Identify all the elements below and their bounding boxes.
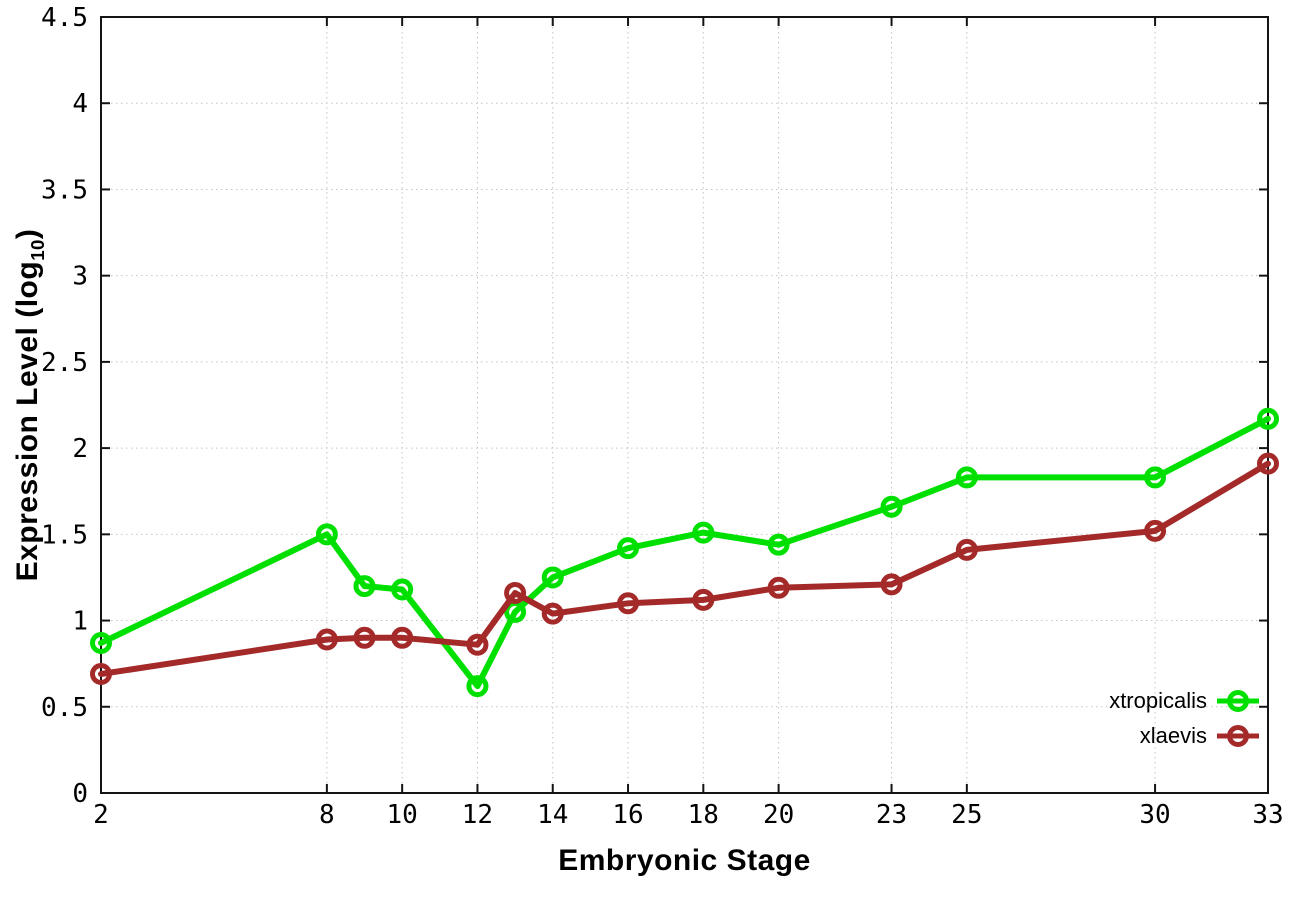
grid-layer xyxy=(101,17,1268,793)
y-axis-title-subscript: 10 xyxy=(27,239,48,261)
tick-marks xyxy=(100,16,1269,794)
svg-text:4.5: 4.5 xyxy=(41,3,88,33)
data-point-marker xyxy=(767,533,790,556)
data-point-marker xyxy=(880,495,903,518)
series-xtropicalis xyxy=(90,407,1279,698)
data-point-marker xyxy=(617,592,640,615)
svg-text:20: 20 xyxy=(763,800,794,830)
legend-label: xtropicalis xyxy=(1109,687,1207,713)
x-tick-labels: 2 8 10 12 14 16 18 20 23 25 30 33 xyxy=(93,800,1283,830)
svg-text:2.5: 2.5 xyxy=(41,348,88,378)
svg-text:4: 4 xyxy=(72,89,88,119)
legend: xtropicalis xlaevis xyxy=(1109,683,1260,753)
svg-text:2: 2 xyxy=(93,800,109,830)
data-point-marker xyxy=(541,566,564,589)
svg-text:8: 8 xyxy=(319,800,335,830)
data-point-marker xyxy=(880,573,903,596)
data-point-marker xyxy=(955,466,978,489)
x-axis-title: Embryonic Stage xyxy=(558,844,811,877)
data-point-marker xyxy=(466,675,489,698)
svg-text:2: 2 xyxy=(72,434,88,464)
svg-text:10: 10 xyxy=(387,800,418,830)
data-point-marker xyxy=(90,663,112,686)
svg-text:3: 3 xyxy=(72,262,88,292)
svg-text:30: 30 xyxy=(1139,800,1170,830)
data-point-marker xyxy=(353,626,376,649)
data-point-marker xyxy=(90,631,112,654)
data-point-marker xyxy=(1144,519,1167,542)
legend-item-xtropicalis: xtropicalis xyxy=(1109,683,1260,718)
series-line-xlaevis xyxy=(98,460,1271,678)
data-point-marker xyxy=(767,576,790,599)
svg-text:14: 14 xyxy=(537,800,568,830)
data-point-marker xyxy=(504,581,527,604)
data-point-marker xyxy=(541,602,564,625)
svg-text:1: 1 xyxy=(72,607,88,637)
data-point-marker xyxy=(617,537,640,560)
data-point-marker xyxy=(692,521,715,544)
y-axis-title-text: Expression Level (log xyxy=(11,260,44,582)
svg-text:1.5: 1.5 xyxy=(41,520,88,550)
line-point-marker-icon xyxy=(1217,724,1259,747)
y-axis-title-suffix: ) xyxy=(11,228,44,240)
data-point-marker xyxy=(315,628,338,651)
legend-item-xlaevis: xlaevis xyxy=(1140,718,1260,753)
data-point-marker xyxy=(353,575,376,598)
svg-text:16: 16 xyxy=(612,800,643,830)
data-point-marker xyxy=(1144,466,1167,489)
data-point-marker xyxy=(692,588,715,611)
svg-text:23: 23 xyxy=(876,800,907,830)
line-point-marker-icon xyxy=(1217,689,1259,712)
data-point-marker xyxy=(1257,452,1279,475)
y-axis-title: Expression Level (log10) xyxy=(11,229,49,582)
data-point-marker xyxy=(955,538,978,561)
svg-text:0: 0 xyxy=(72,779,88,809)
svg-text:33: 33 xyxy=(1252,800,1283,830)
data-point-marker xyxy=(315,523,338,546)
series-xlaevis xyxy=(90,452,1279,686)
data-point-marker xyxy=(466,633,489,656)
data-point-marker xyxy=(391,626,414,649)
legend-label: xlaevis xyxy=(1139,722,1207,748)
svg-text:18: 18 xyxy=(688,800,719,830)
data-point-marker xyxy=(391,578,414,601)
svg-text:25: 25 xyxy=(951,800,982,830)
svg-text:3.5: 3.5 xyxy=(41,175,88,205)
svg-text:0.5: 0.5 xyxy=(41,693,88,723)
svg-text:12: 12 xyxy=(462,800,493,830)
plot-border xyxy=(100,16,1269,794)
y-tick-labels: 0 0.5 1 1.5 2 2.5 3 3.5 4 4.5 xyxy=(41,3,88,809)
data-point-marker xyxy=(1257,407,1279,430)
